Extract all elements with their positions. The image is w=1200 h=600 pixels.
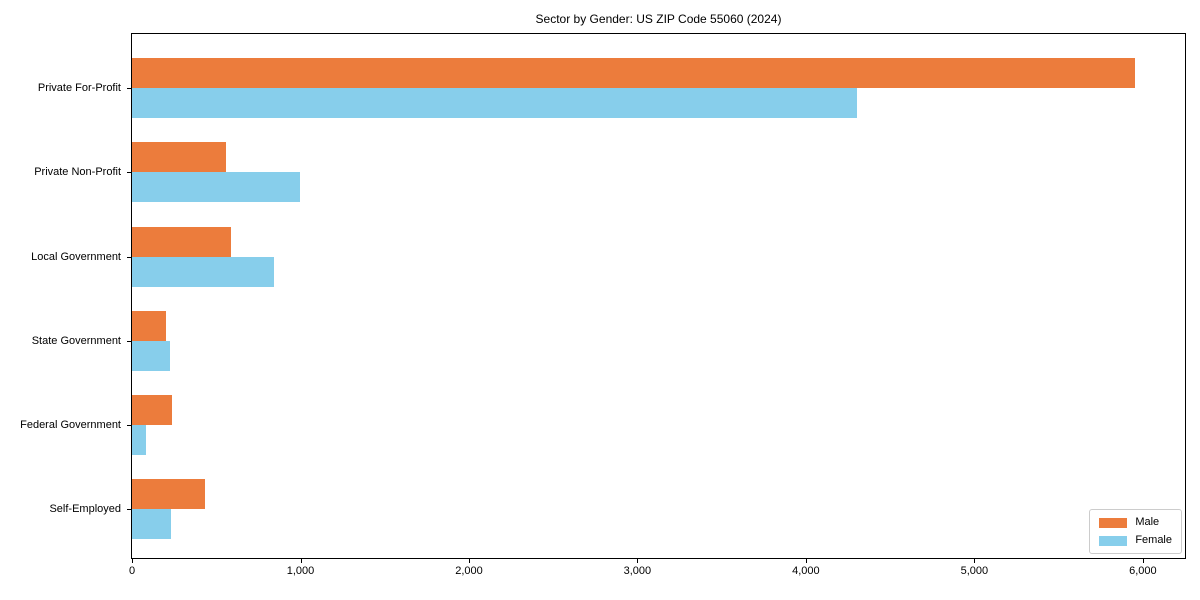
legend-swatch-male — [1099, 517, 1128, 528]
category-label-state-government: State Government — [31, 335, 121, 347]
category-label-local-government: Local Government — [31, 251, 121, 263]
bar-male-federal-government — [132, 394, 172, 425]
bar-male-private-non-profit — [132, 142, 226, 173]
y-tick-mark — [127, 341, 131, 342]
y-tick-mark — [127, 509, 131, 510]
x-tick-label-0: 0 — [128, 565, 136, 577]
bar-female-federal-government — [132, 424, 146, 455]
y-tick-mark — [127, 172, 131, 173]
legend-item-female: Female — [1099, 534, 1172, 547]
plot-area: Male Female — [131, 33, 1186, 559]
legend-label-male: Male — [1135, 516, 1160, 528]
legend: Male Female — [1089, 509, 1182, 554]
x-tick-mark — [469, 559, 470, 563]
x-tick-label-3000: 3,000 — [623, 565, 652, 577]
legend-item-male: Male — [1099, 516, 1172, 529]
category-label-self-employed: Self-Employed — [49, 503, 121, 515]
bar-female-private-non-profit — [132, 172, 300, 203]
legend-label-female: Female — [1135, 534, 1172, 546]
bar-female-self-employed — [132, 509, 171, 540]
chart-title: Sector by Gender: US ZIP Code 55060 (202… — [535, 12, 782, 26]
bar-female-private-for-profit — [132, 88, 857, 119]
x-tick-label-4000: 4,000 — [792, 565, 820, 577]
y-tick-mark — [127, 257, 131, 258]
bar-male-self-employed — [132, 479, 206, 510]
bar-male-local-government — [132, 226, 231, 257]
category-label-private-for-profit: Private For-Profit — [37, 82, 121, 94]
x-tick-mark — [974, 559, 976, 563]
x-tick-label-1000: 1,000 — [286, 565, 315, 577]
bar-male-state-government — [132, 310, 166, 341]
x-tick-mark — [637, 559, 639, 563]
bar-male-private-for-profit — [132, 58, 1135, 89]
x-tick-mark — [1142, 559, 1144, 563]
category-label-private-non-profit: Private Non-Profit — [34, 166, 121, 178]
legend-swatch-female — [1099, 535, 1128, 546]
x-tick-mark — [132, 559, 133, 563]
bar-female-local-government — [132, 256, 274, 287]
bar-female-state-government — [132, 340, 170, 371]
x-tick-mark — [300, 559, 302, 563]
y-tick-mark — [127, 88, 131, 89]
x-tick-label-5000: 5,000 — [960, 565, 989, 577]
x-tick-label-6000: 6,000 — [1129, 565, 1157, 577]
category-label-federal-government: Federal Government — [20, 419, 121, 431]
x-tick-mark — [805, 559, 807, 563]
x-tick-label-2000: 2,000 — [455, 565, 483, 577]
y-tick-mark — [127, 425, 131, 426]
